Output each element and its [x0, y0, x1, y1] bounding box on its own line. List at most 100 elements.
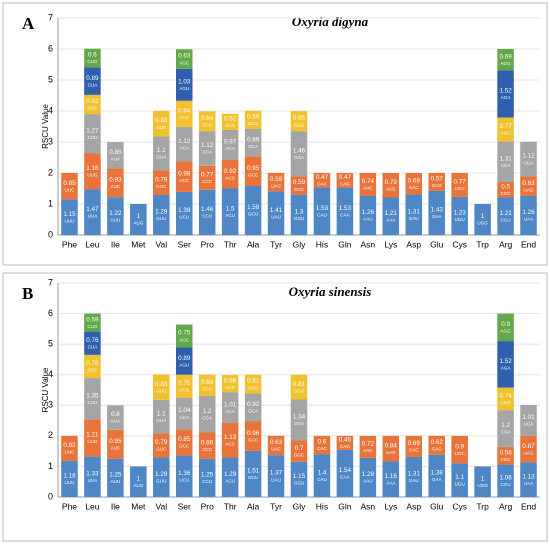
value-label: 0.92 — [224, 168, 237, 175]
codon-label: AUA — [111, 419, 121, 424]
panel-frame — [2, 272, 548, 542]
codon-label: AAU — [363, 217, 372, 222]
bar-segment — [267, 191, 285, 235]
bar-segment — [153, 374, 170, 400]
value-label: 0.64 — [201, 115, 214, 122]
codon-label: AUG — [133, 483, 143, 488]
bar-segment — [267, 173, 285, 192]
value-label: 1 — [481, 475, 485, 482]
codon-label: AGC — [179, 60, 190, 65]
codon-label: GAU — [409, 216, 419, 221]
x-tick-label: Ser — [178, 501, 191, 511]
value-label: 1.52 — [499, 358, 512, 365]
codon-label: AAU — [363, 479, 372, 484]
bar-segment — [290, 194, 308, 235]
codon-label: AGG — [500, 329, 511, 334]
codon-label: GAC — [409, 448, 420, 453]
bar-segment — [130, 466, 147, 497]
bar-segment — [267, 435, 285, 456]
codon-label: GAG — [432, 447, 443, 452]
value-label: 0.95 — [109, 438, 122, 445]
codon-label: UAA — [524, 217, 534, 222]
codon-label: CCC — [202, 179, 213, 184]
x-tick-label: Trp — [476, 239, 489, 249]
bar-segment — [451, 435, 468, 464]
value-label: 1.54 — [339, 467, 352, 474]
value-label: 0.79 — [155, 176, 168, 183]
x-tick-label: Cys — [452, 239, 467, 249]
codon-label: UGU — [455, 217, 465, 222]
bar-segment — [198, 395, 216, 433]
codon-label: AUC — [111, 184, 121, 189]
bar-segment — [290, 461, 308, 497]
value-label: 1.53 — [316, 205, 329, 212]
value-label: 1.43 — [431, 207, 444, 214]
value-label: 1.1 — [157, 147, 166, 154]
bar-segment — [107, 405, 124, 430]
codon-label: GCC — [248, 173, 259, 178]
codon-label: GGA — [294, 421, 305, 426]
value-label: 1 — [137, 475, 141, 482]
codon-label: CAU — [317, 213, 327, 218]
value-label: 0.9 — [501, 321, 510, 328]
bar-segment — [61, 199, 78, 235]
value-label: 0.77 — [454, 179, 467, 186]
bar-segment — [84, 153, 101, 190]
y-tick-label: 2 — [48, 167, 53, 177]
bar-segment — [520, 404, 537, 436]
codon-label: AAA — [386, 480, 396, 485]
codon-label: GUC — [156, 447, 167, 452]
codon-label: GCU — [248, 212, 258, 217]
chart-title: Oxyria digyna — [292, 14, 369, 29]
value-label: 0.76 — [86, 337, 99, 344]
codon-label: CAG — [340, 182, 350, 187]
value-label: 1.29 — [155, 209, 168, 216]
codon-label: UUA — [88, 213, 99, 218]
codon-label: CCC — [202, 447, 213, 452]
value-label: 0.83 — [155, 117, 168, 124]
y-axis-label: RSCU Value — [41, 367, 50, 412]
codon-label: GGA — [294, 155, 305, 160]
codon-label: UGU — [455, 481, 465, 486]
codon-label: UCC — [179, 178, 190, 183]
value-label: 1.29 — [224, 471, 237, 478]
codon-label: AUU — [111, 217, 121, 222]
bar-segment — [428, 173, 445, 191]
codon-label: UUC — [64, 187, 75, 192]
codon-label: AGU — [179, 362, 189, 367]
panel-label: A — [22, 14, 35, 33]
value-label: 0.57 — [431, 176, 444, 183]
value-label: 0.63 — [178, 53, 191, 60]
value-label: 1.22 — [109, 210, 122, 217]
codon-label: GAU — [409, 478, 419, 483]
value-label: 0.83 — [155, 381, 168, 388]
bar-segment — [497, 446, 514, 465]
codon-label: CGC — [500, 457, 511, 462]
codon-label: GAA — [432, 214, 443, 219]
bar-segment — [497, 49, 514, 71]
codon-label: UCC — [179, 444, 190, 449]
value-label: 1.52 — [499, 88, 512, 95]
codon-label: GCU — [248, 475, 258, 480]
codon-label: CUU — [87, 135, 97, 140]
bar-segment — [107, 429, 124, 459]
value-label: 0.58 — [499, 449, 512, 456]
x-tick-label: Arg — [499, 239, 513, 249]
bar-segment — [497, 464, 514, 497]
codon-label: UAC — [271, 447, 281, 452]
x-tick-label: Gln — [338, 501, 352, 511]
bar-segment — [313, 187, 331, 235]
value-label: 1.35 — [86, 392, 99, 399]
codon-label: GGU — [294, 216, 304, 221]
y-tick-label: 5 — [48, 339, 53, 349]
bar-segment — [428, 435, 445, 455]
codon-label: AGU — [179, 86, 189, 91]
bar-segment — [382, 197, 400, 235]
value-label: 0.69 — [408, 440, 421, 447]
value-label: 1.25 — [201, 472, 214, 479]
codon-label: UGC — [455, 186, 466, 191]
codon-label: UCA — [179, 145, 190, 150]
bar-segment — [61, 173, 78, 200]
codon-label: CAC — [317, 446, 327, 451]
x-tick-label: Trp — [476, 501, 489, 511]
